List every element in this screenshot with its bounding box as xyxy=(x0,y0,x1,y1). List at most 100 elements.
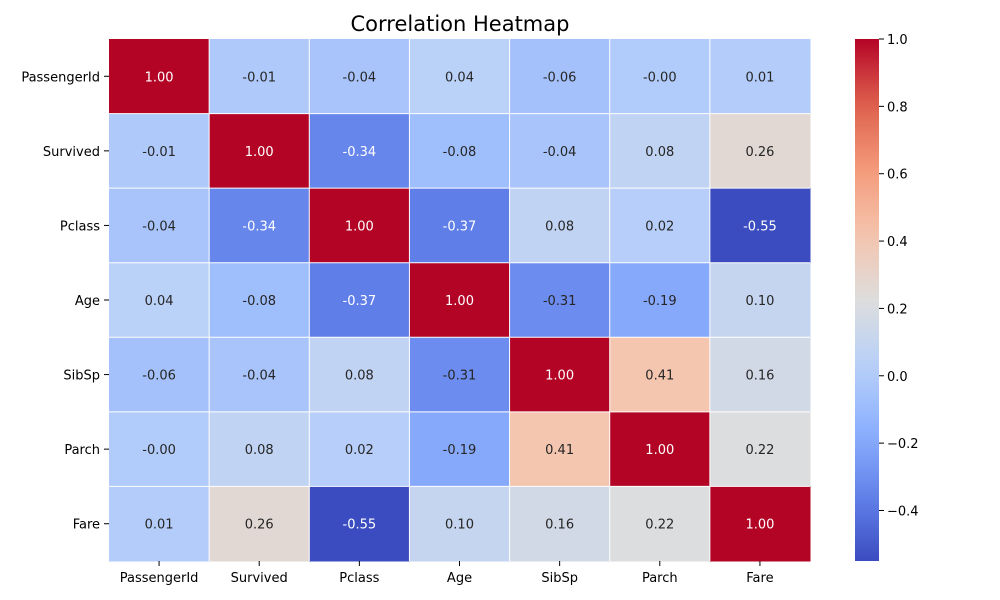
heatmap-cell-Age-Survived xyxy=(209,262,310,338)
heatmap-cell-Survived-PassengerId xyxy=(109,113,210,189)
cell-value-label: 1.00 xyxy=(545,369,574,384)
colorbar-tick-label: 1.0 xyxy=(887,33,908,48)
cell-value-label: -0.34 xyxy=(242,219,276,234)
heatmap-cell-Parch-Age xyxy=(409,411,511,487)
heatmap-cell-PassengerId-PassengerId xyxy=(109,39,210,115)
colorbar-gradient xyxy=(855,39,879,561)
heatmap-cell-Pclass-Pclass xyxy=(309,188,410,264)
heatmap-cell-Pclass-Fare xyxy=(709,188,811,264)
heatmap-cell-Parch-Fare xyxy=(709,411,811,487)
heatmap-cell-SibSp-PassengerId xyxy=(109,337,210,413)
y-tick-label: SibSp xyxy=(63,369,100,384)
cell-value-label: -0.08 xyxy=(242,294,276,309)
x-tick-label: PassengerId xyxy=(120,571,199,586)
cell-value-label: 1.00 xyxy=(445,294,474,309)
colorbar-tick-label: −0.4 xyxy=(887,504,919,519)
heatmap-cell-PassengerId-Pclass xyxy=(309,39,410,115)
cell-value-label: 0.04 xyxy=(445,70,474,85)
x-tick-label: Fare xyxy=(746,571,773,586)
heatmap-cell-Fare-Age xyxy=(409,486,511,562)
cell-value-label: -0.19 xyxy=(443,443,477,458)
colorbar-tick-label: 0.6 xyxy=(887,168,908,183)
cell-value-label: 1.00 xyxy=(145,70,174,85)
heatmap-cell-Parch-Survived xyxy=(209,411,310,487)
heatmap-cell-Age-Parch xyxy=(609,262,711,338)
heatmap-cell-Age-SibSp xyxy=(509,262,611,338)
y-tick-label: Pclass xyxy=(60,219,100,234)
cell-value-label: 1.00 xyxy=(245,145,274,160)
colorbar-ticks: −0.4 −0.2 0.0 0.2 0.4 0.6 0.8 1.0 xyxy=(879,33,919,519)
heatmap-cell-Survived-Age xyxy=(409,113,511,189)
heatmap-cell-PassengerId-SibSp xyxy=(509,39,611,115)
cell-value-label: -0.34 xyxy=(343,145,377,160)
heatmap-cell-Fare-Fare xyxy=(709,486,811,562)
heatmap-cell-Survived-Fare xyxy=(709,113,811,189)
cell-value-label: -0.04 xyxy=(142,219,176,234)
colorbar-tick-label: 0.0 xyxy=(887,370,908,385)
cell-value-label: 1.00 xyxy=(745,518,774,533)
x-axis-ticks: PassengerId Survived Pclass Age SibSp Parch Fa… xyxy=(120,561,774,586)
cell-value-label: 0.10 xyxy=(745,294,774,309)
cell-value-label: -0.06 xyxy=(142,369,176,384)
heatmap-cell-PassengerId-Fare xyxy=(709,39,811,115)
colorbar: −0.4 −0.2 0.0 0.2 0.4 0.6 0.8 1.0 xyxy=(855,33,919,561)
y-tick-label: Age xyxy=(75,294,100,309)
heatmap-cell-Survived-Parch xyxy=(609,113,711,189)
y-axis-ticks: PassengerId Survived Pclass Age SibSp Parch Fa… xyxy=(21,70,109,533)
cell-value-label: -0.55 xyxy=(743,219,777,234)
cell-value-label: -0.04 xyxy=(543,145,577,160)
y-tick-label: PassengerId xyxy=(21,70,100,85)
cell-value-label: -0.08 xyxy=(443,145,477,160)
heatmap-cell-Fare-Pclass xyxy=(309,486,410,562)
y-tick-label: Survived xyxy=(43,145,100,160)
heatmap-cell-Age-Pclass xyxy=(309,262,410,338)
cell-value-label: 0.26 xyxy=(745,145,774,160)
cell-value-label: -0.00 xyxy=(643,70,677,85)
cell-value-label: -0.01 xyxy=(242,70,276,85)
heatmap-cell-Parch-PassengerId xyxy=(109,411,210,487)
heatmap-cell-Survived-SibSp xyxy=(509,113,611,189)
cell-value-label: 0.08 xyxy=(345,369,374,384)
cell-value-label: 1.00 xyxy=(345,219,374,234)
cell-value-label: -0.55 xyxy=(343,518,377,533)
cell-value-label: 0.10 xyxy=(445,518,474,533)
heatmap-cell-Age-PassengerId xyxy=(109,262,210,338)
cell-value-label: -0.00 xyxy=(142,443,176,458)
heatmap-cell-Fare-SibSp xyxy=(509,486,611,562)
y-tick-label: Fare xyxy=(73,518,100,533)
x-tick-label: SibSp xyxy=(541,571,578,586)
heatmap-cell-SibSp-Age xyxy=(409,337,511,413)
colorbar-tick-label: −0.2 xyxy=(887,437,919,452)
colorbar-tick-label: 0.2 xyxy=(887,302,908,317)
heatmap-cell-Pclass-PassengerId xyxy=(109,188,210,264)
heatmap-cell-Fare-Parch xyxy=(609,486,711,562)
x-tick-label: Pclass xyxy=(339,571,379,586)
heatmap-cell-Pclass-SibSp xyxy=(509,188,611,264)
cell-value-label: -0.04 xyxy=(242,369,276,384)
cell-value-label: -0.31 xyxy=(543,294,577,309)
cell-value-label: 0.41 xyxy=(545,443,574,458)
heatmap-cell-SibSp-Survived xyxy=(209,337,310,413)
cell-value-label: -0.31 xyxy=(443,369,477,384)
heatmap-cell-labels: 1.00 -0.01 -0.04 0.04 -0.06 -0.00 0.01 -0.01 1.0… xyxy=(142,70,776,532)
colorbar-tick-label: 0.4 xyxy=(887,235,908,250)
heatmap-cell-PassengerId-Age xyxy=(409,39,511,115)
heatmap-cell-SibSp-SibSp xyxy=(509,337,611,413)
heatmap-cell-Parch-Parch xyxy=(609,411,711,487)
x-tick-label: Survived xyxy=(231,571,288,586)
cell-value-label: 0.26 xyxy=(245,518,274,533)
cell-value-label: -0.37 xyxy=(343,294,377,309)
heatmap-cell-Survived-Pclass xyxy=(309,113,410,189)
cell-value-label: 0.04 xyxy=(145,294,174,309)
cell-value-label: 0.16 xyxy=(545,518,574,533)
x-tick-label: Age xyxy=(447,571,472,586)
cell-value-label: 0.22 xyxy=(645,518,674,533)
heatmap-cell-Pclass-Age xyxy=(409,188,511,264)
cell-value-label: 0.08 xyxy=(645,145,674,160)
x-tick-label: Parch xyxy=(642,571,678,586)
cell-value-label: 0.41 xyxy=(645,369,674,384)
cell-value-label: -0.19 xyxy=(643,294,677,309)
chart-title: Correlation Heatmap xyxy=(351,12,570,36)
cell-value-label: 0.02 xyxy=(645,219,674,234)
